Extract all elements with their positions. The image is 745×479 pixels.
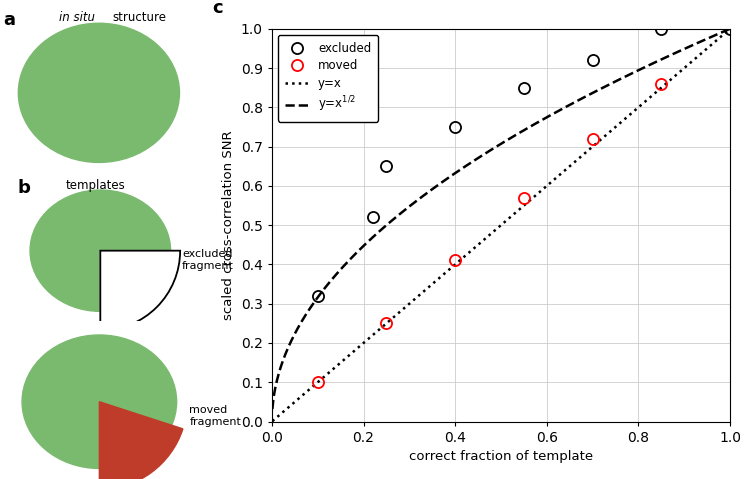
- Text: excluded
fragment: excluded fragment: [182, 250, 234, 271]
- Wedge shape: [101, 251, 180, 331]
- X-axis label: correct fraction of template: correct fraction of template: [409, 450, 593, 463]
- Ellipse shape: [22, 335, 177, 468]
- Text: structure: structure: [112, 11, 166, 24]
- Text: templates: templates: [65, 179, 125, 192]
- Ellipse shape: [19, 23, 180, 162]
- Text: in situ: in situ: [59, 11, 95, 24]
- Text: c: c: [212, 0, 223, 17]
- Legend: excluded, moved, y=x, y=x$^{1/2}$: excluded, moved, y=x, y=x$^{1/2}$: [278, 34, 378, 122]
- Ellipse shape: [30, 190, 171, 311]
- Y-axis label: scaled cross-correlation SNR: scaled cross-correlation SNR: [222, 130, 235, 320]
- Wedge shape: [99, 402, 183, 479]
- Text: a: a: [4, 11, 16, 29]
- Text: b: b: [17, 179, 30, 197]
- Text: moved
fragment: moved fragment: [189, 405, 241, 427]
